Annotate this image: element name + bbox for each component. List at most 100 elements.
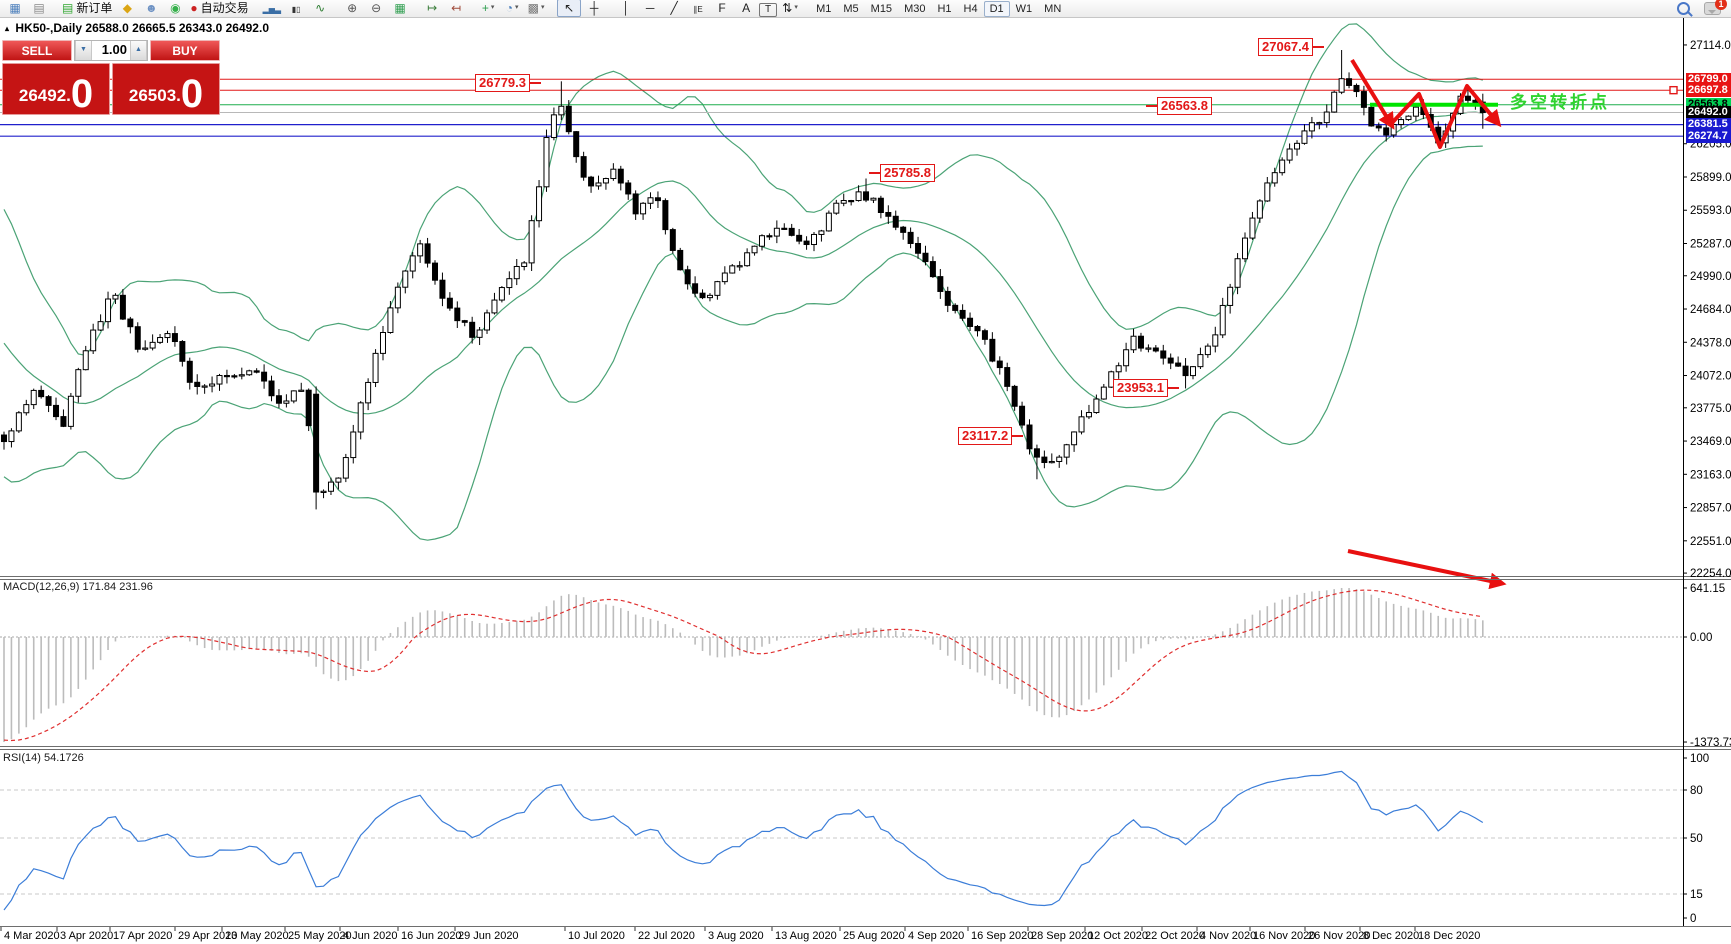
turning-point-highlight-bar [1370,102,1498,107]
notifications-icon[interactable]: 1 [1704,0,1727,15]
sell-price-main: 26492. [18,86,71,105]
price-axis-badge: 26381.5 [1686,118,1731,132]
timeframe-m15[interactable]: M15 [870,2,893,15]
price-annotation-box[interactable]: 23953.1 [1113,379,1179,397]
new-chart-icon-glyph: ▦ [9,1,21,15]
svg-text:23775.0: 23775.0 [1690,403,1731,415]
autotrading-icon: ● [190,1,198,15]
volume-increase-button[interactable]: ▲ [130,41,147,60]
svg-text:641.15: 641.15 [1690,583,1725,595]
candlestick-icon[interactable]: ▮▯ [285,2,307,18]
price-axis-badge: 26799.0 [1686,72,1731,86]
new-order-button[interactable]: ▤ 新订单 [60,0,114,16]
svg-text:22 Oct 2020: 22 Oct 2020 [1145,930,1205,942]
bollinger-band-line [3,23,1483,357]
auto-scroll-icon[interactable]: ↦ [421,0,443,16]
svg-text:25 May 2020: 25 May 2020 [288,930,352,942]
text-icon-glyph: A [742,1,751,15]
timeframe-h1[interactable]: H1 [937,2,952,15]
text-icon[interactable]: A [735,0,757,16]
price-annotation-box[interactable]: 26563.8 [1146,97,1212,115]
arrows-icon[interactable]: ⇅ ▾ [779,0,801,16]
chart-shift-icon-glyph: ↤ [451,1,462,15]
indicators-button[interactable]: + ▾ [477,0,499,16]
zoom-in-icon-glyph: ⊕ [347,1,358,15]
timeframe-m1[interactable]: M1 [816,2,832,15]
svg-text:3 Apr 2020: 3 Apr 2020 [60,930,113,942]
symbol-period-label: HK50-,Daily [15,21,83,35]
svg-text:25287.0: 25287.0 [1690,238,1731,250]
autotrading-button[interactable]: ● 自动交易 [188,0,250,16]
templates-button[interactable]: ▩ ▾ [525,0,547,16]
svg-text:18 Dec 2020: 18 Dec 2020 [1418,930,1480,942]
svg-text:22857.0: 22857.0 [1690,503,1731,515]
terminal-icon[interactable]: ☻ [140,0,162,16]
volume-input[interactable]: 1.00 [101,42,127,57]
vertical-line-icon[interactable]: │ [615,0,637,16]
search-icon[interactable] [1677,2,1690,15]
price-annotation-box[interactable]: 23117.2 [958,427,1024,445]
rsi-label: RSI(14) 54.1726 [3,752,84,764]
annotation-leader-line [1168,387,1179,389]
trendline-icon-glyph: ╱ [670,1,678,15]
zoom-in-icon[interactable]: ⊕ [341,0,363,16]
trend-arrow [1389,84,1502,149]
cursor-icon[interactable]: ↖ [557,0,582,17]
notification-badge: 1 [1715,0,1727,10]
svg-text:3 Aug 2020: 3 Aug 2020 [708,930,764,942]
bar-chart-icon[interactable]: ▂▅▃ [261,2,283,18]
bollinger-band-line [3,145,1483,541]
buy-price-box[interactable]: 26503. 0 [112,63,220,115]
svg-text:16 Jun 2020: 16 Jun 2020 [401,930,462,942]
tile-windows-icon[interactable]: ▦ [389,0,411,16]
rsi-value: 54.1726 [43,752,84,764]
text-label-icon[interactable]: T [759,3,778,17]
periods-button[interactable]: ◔ ▾ [501,0,523,16]
bollinger-band-line [3,111,1483,415]
macd-label: MACD(12,26,9) 171.84 231.96 [3,581,153,593]
zoom-out-icon[interactable]: ⊖ [365,0,387,16]
buy-button[interactable]: BUY [150,40,220,61]
cursor-icon-glyph: ↖ [564,1,575,15]
equidistant-channel-icon[interactable]: ∥E [687,2,709,18]
fibonacci-icon[interactable]: F [711,0,733,16]
svg-text:15: 15 [1690,889,1703,901]
timeframe-h4[interactable]: H4 [963,2,978,15]
svg-text:29 Apr 2020: 29 Apr 2020 [178,930,237,942]
price-axis-badge: 26274.7 [1686,129,1731,143]
price-annotation-box[interactable]: 25785.8 [869,164,935,182]
timeframe-w1[interactable]: W1 [1015,2,1033,15]
timeframe-m30[interactable]: M30 [904,2,926,15]
horizontal-line-icon[interactable]: ─ [639,0,661,16]
sell-button[interactable]: SELL [2,40,72,61]
new-chart-icon[interactable]: ▦ [4,0,26,16]
price-annotation-box[interactable]: 27067.4 [1258,38,1324,56]
volume-decrease-button[interactable]: ▼ [75,41,92,60]
profiles-icon[interactable]: ▤ [28,0,50,16]
signals-icon[interactable]: ◉ [164,0,186,16]
vertical-line-icon-glyph: │ [622,1,630,15]
ohlc-low: 26343.0 [178,21,223,35]
profiles-icon-glyph: ▤ [33,1,45,15]
svg-text:17 Apr 2020: 17 Apr 2020 [113,930,172,942]
chart-shift-icon[interactable]: ↤ [445,0,467,16]
line-chart-icon[interactable]: ∿ [309,0,331,16]
crosshair-icon[interactable]: ┼ [583,0,605,16]
price-annotation-box[interactable]: 26779.3 [475,74,541,92]
chevron-down-icon: ▾ [490,4,495,11]
sell-price-box[interactable]: 26492. 0 [2,63,110,115]
auto-scroll-icon-glyph: ↦ [427,1,438,15]
timeframe-d1[interactable]: D1 [983,0,1010,17]
annotation-leader-line [869,172,880,174]
timeframe-mn[interactable]: MN [1044,2,1062,15]
indicators-icon: + [481,1,489,15]
timeframe-m5[interactable]: M5 [843,2,859,15]
metaeditor-icon[interactable]: ◆ [116,0,138,16]
annotation-leader-line [1313,46,1324,48]
new-order-button-label: 新订单 [76,1,113,15]
turning-point-annotation[interactable]: 多空转折点 [1510,93,1610,112]
trendline-icon[interactable]: ╱ [663,0,685,16]
line-handle-marker [1669,85,1678,95]
